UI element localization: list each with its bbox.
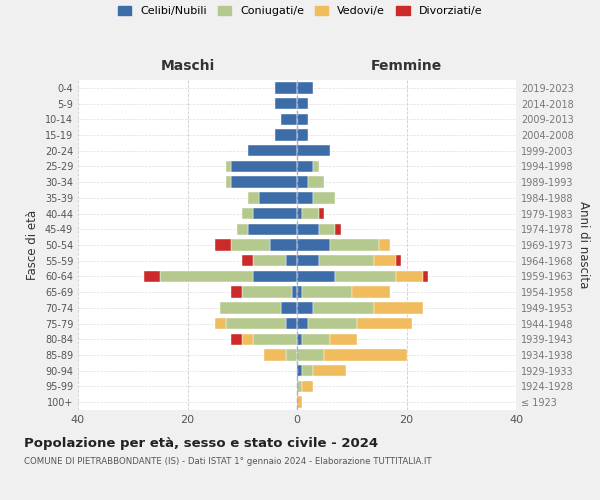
Bar xyxy=(357,318,412,329)
Bar xyxy=(242,334,253,345)
Bar xyxy=(275,98,297,109)
Bar xyxy=(237,224,248,235)
Bar xyxy=(302,381,313,392)
Bar xyxy=(319,255,374,266)
Bar xyxy=(248,224,297,235)
Bar xyxy=(297,208,302,219)
Text: COMUNE DI PIETRABBONDANTE (IS) - Dati ISTAT 1° gennaio 2024 - Elaborazione TUTTI: COMUNE DI PIETRABBONDANTE (IS) - Dati IS… xyxy=(24,458,431,466)
Bar xyxy=(248,192,259,203)
Bar xyxy=(302,334,330,345)
Bar xyxy=(232,286,242,298)
Bar xyxy=(160,271,253,282)
Bar xyxy=(297,271,335,282)
Bar xyxy=(248,145,297,156)
Bar xyxy=(297,176,308,188)
Bar xyxy=(242,255,253,266)
Bar xyxy=(297,381,302,392)
Bar xyxy=(297,318,308,329)
Bar xyxy=(319,224,335,235)
Bar xyxy=(352,286,390,298)
Bar xyxy=(423,271,428,282)
Bar xyxy=(374,302,423,314)
Bar xyxy=(253,271,297,282)
Bar xyxy=(297,365,302,376)
Bar xyxy=(297,302,313,314)
Bar xyxy=(313,192,335,203)
Bar xyxy=(302,208,319,219)
Bar xyxy=(253,208,297,219)
Bar xyxy=(226,161,232,172)
Bar xyxy=(144,271,160,282)
Bar xyxy=(297,192,313,203)
Bar xyxy=(330,334,357,345)
Bar xyxy=(269,240,297,250)
Bar xyxy=(297,334,302,345)
Bar xyxy=(297,82,313,94)
Bar xyxy=(308,176,325,188)
Bar xyxy=(302,365,313,376)
Bar xyxy=(297,350,325,360)
Bar xyxy=(335,271,395,282)
Bar xyxy=(395,255,401,266)
Bar xyxy=(313,365,346,376)
Bar xyxy=(335,224,341,235)
Bar xyxy=(226,318,286,329)
Bar xyxy=(232,161,297,172)
Bar xyxy=(275,82,297,94)
Y-axis label: Anni di nascita: Anni di nascita xyxy=(577,202,590,288)
Bar xyxy=(313,302,374,314)
Bar xyxy=(242,286,292,298)
Bar xyxy=(253,255,286,266)
Bar xyxy=(215,240,232,250)
Bar xyxy=(297,130,308,140)
Bar xyxy=(330,240,379,250)
Bar xyxy=(297,396,302,408)
Bar xyxy=(297,145,330,156)
Bar xyxy=(275,130,297,140)
Text: Popolazione per età, sesso e stato civile - 2024: Popolazione per età, sesso e stato civil… xyxy=(24,438,378,450)
Bar xyxy=(325,350,407,360)
Bar xyxy=(297,224,319,235)
Bar xyxy=(253,334,297,345)
Legend: Celibi/Nubili, Coniugati/e, Vedovi/e, Divorziati/e: Celibi/Nubili, Coniugati/e, Vedovi/e, Di… xyxy=(113,1,487,20)
Bar xyxy=(308,318,357,329)
Bar xyxy=(286,255,297,266)
Bar xyxy=(297,240,330,250)
Bar xyxy=(379,240,390,250)
Text: Maschi: Maschi xyxy=(160,60,215,74)
Bar xyxy=(297,286,302,298)
Y-axis label: Fasce di età: Fasce di età xyxy=(26,210,39,280)
Bar xyxy=(319,208,325,219)
Bar xyxy=(220,302,281,314)
Bar xyxy=(281,302,297,314)
Bar xyxy=(242,208,253,219)
Bar xyxy=(259,192,297,203)
Bar xyxy=(374,255,395,266)
Text: Femmine: Femmine xyxy=(371,60,442,74)
Bar xyxy=(226,176,232,188)
Bar xyxy=(232,176,297,188)
Bar xyxy=(297,114,308,125)
Bar xyxy=(292,286,297,298)
Bar xyxy=(215,318,226,329)
Bar xyxy=(232,240,269,250)
Bar xyxy=(286,318,297,329)
Bar xyxy=(395,271,423,282)
Bar xyxy=(264,350,286,360)
Bar xyxy=(302,286,352,298)
Bar xyxy=(286,350,297,360)
Bar xyxy=(297,161,313,172)
Bar xyxy=(297,255,319,266)
Bar xyxy=(313,161,319,172)
Bar xyxy=(297,98,308,109)
Bar xyxy=(281,114,297,125)
Bar xyxy=(232,334,242,345)
